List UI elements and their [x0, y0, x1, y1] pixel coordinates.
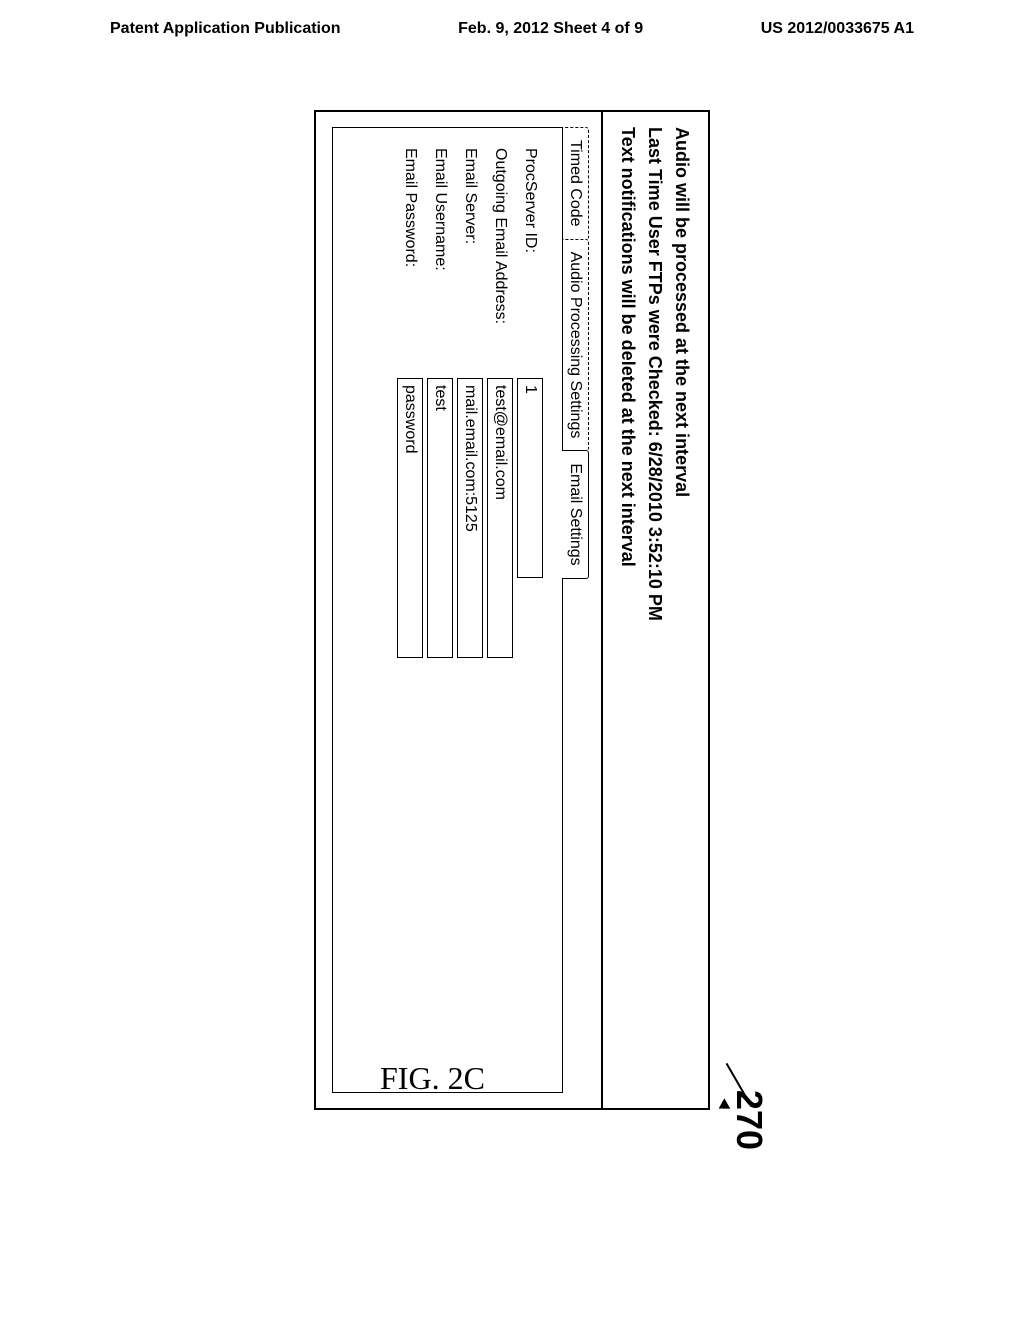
email-server-label: Email Server:	[461, 148, 479, 378]
email-password-label: Email Password:	[401, 148, 419, 378]
tab-bar: Timed Code Audio Processing Settings Ema…	[562, 127, 589, 1108]
email-username-label: Email Username:	[431, 148, 449, 378]
email-server-row: Email Server:	[457, 148, 483, 1072]
status-line-1: Audio will be processed at the next inte…	[671, 127, 692, 1093]
status-line-2: Last Time User FTPs were Checked: 6/28/2…	[644, 127, 665, 1093]
header-right: US 2012/0033675 A1	[761, 20, 914, 38]
email-address-input[interactable]	[487, 378, 513, 658]
status-line-3: Text notifications will be deleted at th…	[617, 127, 638, 1093]
header-center: Feb. 9, 2012 Sheet 4 of 9	[458, 20, 643, 38]
page-header: Patent Application Publication Feb. 9, 2…	[0, 0, 1024, 48]
email-password-input[interactable]	[397, 378, 423, 658]
rotated-screenshot: 270 Audio will be processed at the next …	[314, 110, 710, 1210]
header-left: Patent Application Publication	[110, 20, 341, 38]
reference-number: 270	[728, 1090, 770, 1150]
email-address-row: Outgoing Email Address:	[487, 148, 513, 1072]
email-username-row: Email Username:	[427, 148, 453, 1072]
tab-timed-code[interactable]: Timed Code	[562, 127, 589, 240]
status-section: Audio will be processed at the next inte…	[601, 112, 708, 1108]
procserver-input[interactable]	[517, 378, 543, 578]
email-settings-content: ProcServer ID: Outgoing Email Address: E…	[332, 127, 563, 1093]
tab-audio-processing[interactable]: Audio Processing Settings	[562, 239, 589, 452]
tab-email-settings[interactable]: Email Settings	[562, 450, 589, 578]
figure-label: FIG. 2C	[380, 1060, 485, 1097]
email-password-row: Email Password:	[397, 148, 423, 1072]
email-server-input[interactable]	[457, 378, 483, 658]
email-username-input[interactable]	[427, 378, 453, 658]
procserver-label: ProcServer ID:	[521, 148, 539, 378]
email-address-label: Outgoing Email Address:	[491, 148, 509, 378]
procserver-row: ProcServer ID:	[517, 148, 543, 1072]
settings-panel: Audio will be processed at the next inte…	[314, 110, 710, 1110]
